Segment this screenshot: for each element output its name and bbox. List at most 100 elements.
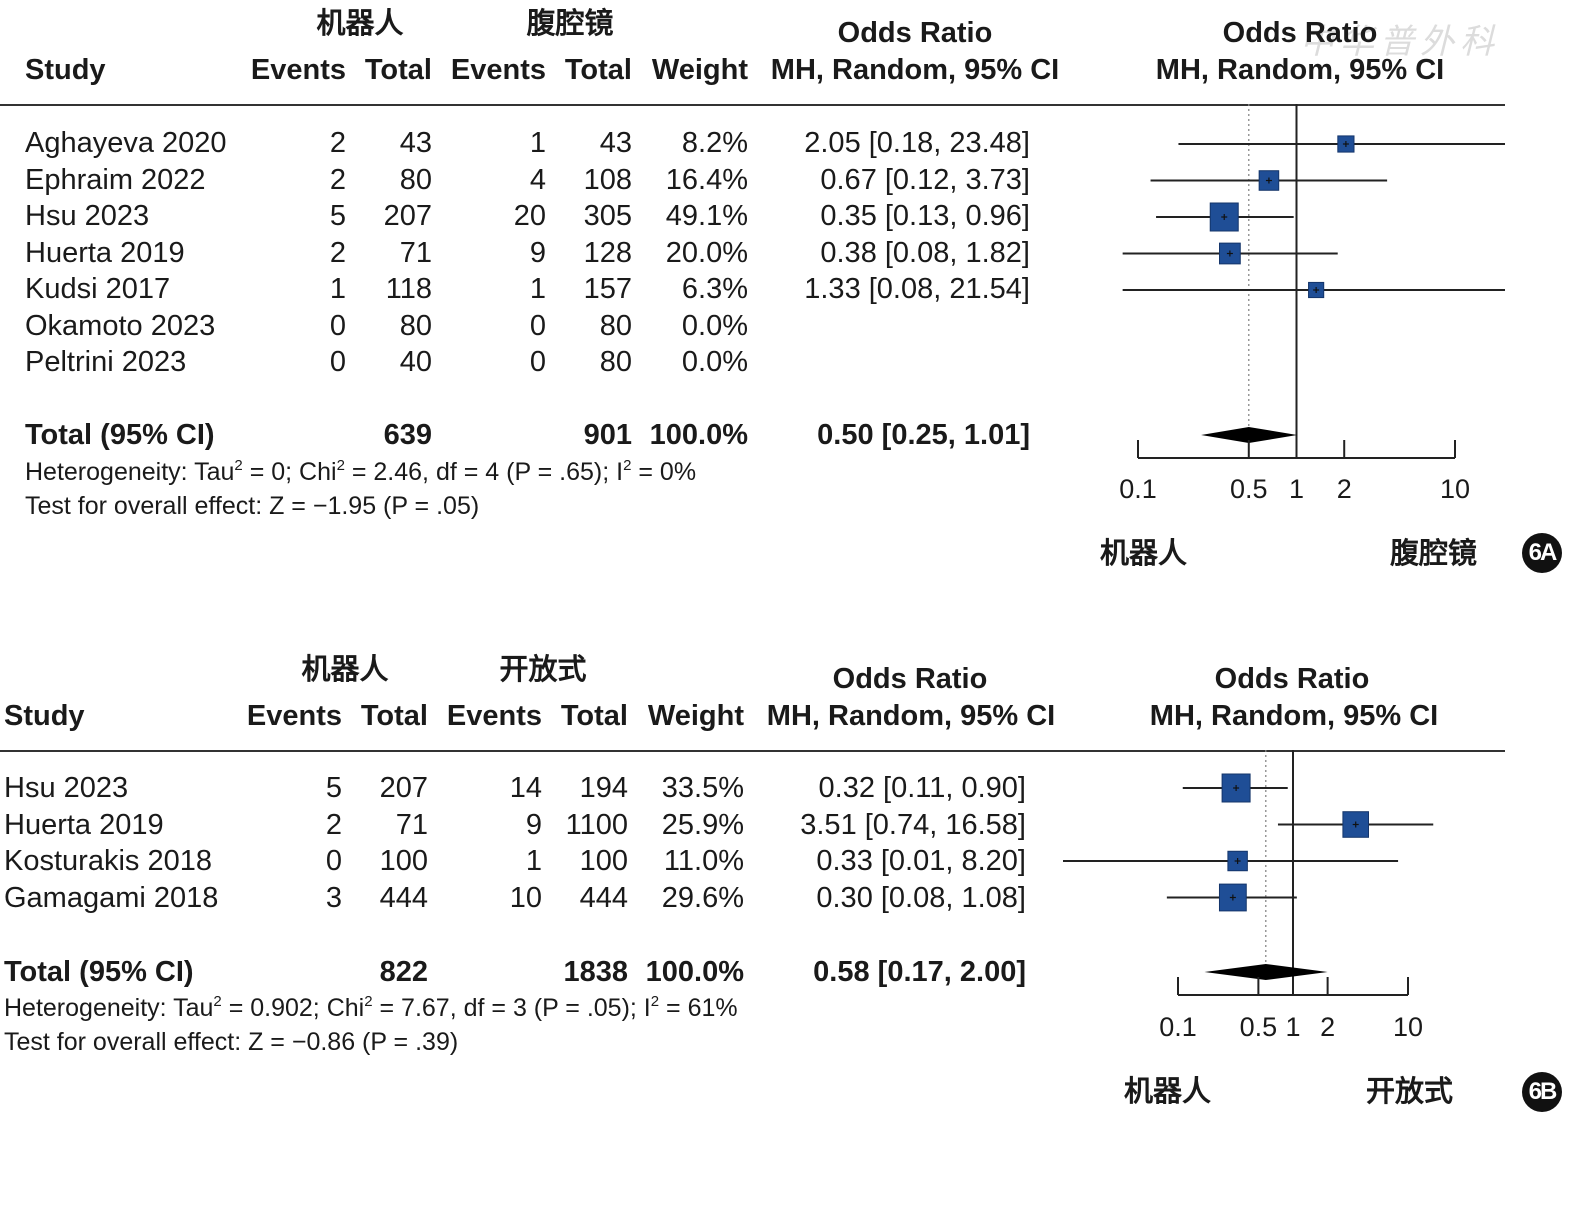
col-total-1: Total [364, 54, 432, 86]
col-total-1: Total [360, 700, 428, 732]
x-tick-label: 2 [1337, 474, 1352, 504]
x-tick-label: 0.5 [1240, 1012, 1278, 1042]
events-2-cell: 1 [525, 845, 542, 877]
total-label: Total (95% CI) [25, 419, 215, 451]
plot-or-title: Odds Ratio [1214, 663, 1370, 695]
total-1-cell: 100 [379, 845, 428, 877]
forest-plot-6b: 0.1 0.5 1 2 10 [1063, 750, 1434, 1042]
col-total-2: Total [564, 54, 632, 86]
heterogeneity-text: Heterogeneity: Tau2 = 0.902; Chi2 = 7.67… [4, 993, 738, 1022]
total-1-cell: 207 [383, 200, 432, 232]
study-name: Huerta 2019 [4, 808, 164, 841]
events-2-cell: 20 [513, 200, 546, 232]
total-2-cell: 108 [583, 163, 632, 196]
total-ci: 0.58 [0.17, 2.00] [813, 956, 1026, 988]
total-1-cell: 118 [385, 273, 432, 305]
total-n2: 901 [583, 419, 632, 451]
forest-panel-6a: 机器人 腹腔镜 Odds Ratio Odds Ratio Study Even… [0, 0, 1584, 573]
total-2-cell: 1100 [565, 808, 628, 841]
header-rule [0, 750, 1505, 752]
total-2-cell: 444 [579, 881, 628, 914]
weight-cell: 8.2% [681, 127, 748, 159]
weight-cell: 29.6% [661, 881, 744, 914]
x-tick-label: 0.5 [1230, 474, 1268, 504]
x-tick-label: 1 [1289, 474, 1304, 504]
total-weight: 100.0% [645, 956, 744, 988]
total-2-cell: 100 [579, 845, 628, 877]
total-1-cell: 40 [399, 346, 432, 378]
x-tick-label: 2 [1320, 1012, 1335, 1042]
weight-cell: 49.1% [665, 200, 748, 232]
col-study: Study [25, 54, 106, 86]
total-1-cell: 43 [399, 127, 432, 159]
pooled-diamond [1204, 964, 1328, 980]
watermark: 中华普外科 [1300, 22, 1500, 62]
favours-left: 机器人 [1100, 536, 1188, 570]
study-name: Kudsi 2017 [25, 273, 171, 305]
x-tick-label: 0.1 [1159, 1012, 1197, 1042]
col-events-2: Events [446, 700, 542, 732]
total-label: Total (95% CI) [4, 956, 194, 988]
total-2-cell: 80 [599, 309, 632, 342]
x-tick-label: 10 [1393, 1012, 1423, 1042]
events-1-cell: 0 [325, 845, 342, 877]
study-name: Hsu 2023 [4, 772, 129, 804]
plot-or-title: Odds Ratio [1222, 17, 1378, 49]
study-name: Kosturakis 2018 [4, 845, 212, 877]
col-weight: Weight [647, 700, 744, 732]
total-1-cell: 71 [395, 808, 428, 841]
col-weight: Weight [651, 54, 748, 86]
or-title-header: Odds Ratio [837, 17, 993, 49]
events-2-cell: 0 [529, 346, 546, 378]
overall-effect-text: Test for overall effect: Z = −1.95 (P = … [25, 492, 480, 520]
overall-effect-text: Test for overall effect: Z = −0.86 (P = … [4, 1028, 459, 1056]
weight-cell: 0.0% [681, 309, 748, 342]
weight-cell: 25.9% [661, 808, 744, 841]
col-events-1: Events [246, 700, 342, 732]
total-2-cell: 80 [599, 346, 632, 378]
favours-right: 开放式 [1366, 1074, 1454, 1108]
col-or-method: MH, Random, 95% CI [770, 54, 1060, 86]
or-ci-cell: 0.38 [0.08, 1.82] [820, 236, 1030, 269]
total-2-cell: 157 [583, 273, 632, 305]
or-ci-cell: 1.33 [0.08, 21.54] [804, 273, 1030, 305]
events-1-cell: 5 [329, 200, 346, 232]
plot-or-method: MH, Random, 95% CI [1155, 54, 1445, 86]
weight-cell: 20.0% [665, 236, 748, 269]
events-1-cell: 3 [325, 881, 342, 914]
study-name: Okamoto 2023 [25, 309, 216, 342]
total-2-cell: 43 [599, 127, 632, 159]
total-n1: 639 [383, 419, 432, 451]
study-point-marker [1209, 202, 1239, 232]
total-1-cell: 80 [399, 309, 432, 342]
study-name: Huerta 2019 [25, 236, 185, 269]
events-2-cell: 9 [525, 808, 542, 841]
group1-header: 机器人 [301, 652, 389, 686]
weight-cell: 16.4% [665, 163, 748, 196]
total-2-cell: 305 [583, 200, 632, 232]
study-name: Ephraim 2022 [25, 163, 206, 196]
heterogeneity-text: Heterogeneity: Tau2 = 0; Chi2 = 2.46, df… [25, 457, 697, 486]
or-ci-cell: 0.30 [0.08, 1.08] [816, 881, 1026, 914]
group2-header: 腹腔镜 [526, 6, 614, 40]
pooled-diamond [1201, 427, 1298, 443]
events-1-cell: 2 [325, 808, 342, 841]
or-ci-cell: 2.05 [0.18, 23.48] [804, 127, 1030, 159]
header-rule [0, 104, 1505, 106]
events-1-cell: 2 [329, 127, 346, 159]
or-ci-cell: 3.51 [0.74, 16.58] [800, 808, 1026, 841]
favours-left: 机器人 [1124, 1074, 1212, 1108]
x-tick-label: 1 [1285, 1012, 1300, 1042]
x-tick-label: 10 [1440, 474, 1470, 504]
total-1-cell: 71 [399, 236, 432, 269]
col-study: Study [4, 700, 85, 732]
total-ci: 0.50 [0.25, 1.01] [817, 419, 1030, 451]
events-1-cell: 5 [325, 772, 342, 804]
weight-cell: 11.0% [663, 845, 744, 877]
forest-plot-6a: 0.1 0.5 1 2 10 [1119, 104, 1505, 504]
weight-cell: 33.5% [661, 772, 744, 804]
panel-badge-6b: 6B [1522, 1072, 1562, 1112]
total-weight: 100.0% [649, 419, 748, 451]
weight-cell: 6.3% [681, 273, 748, 305]
events-2-cell: 10 [509, 881, 542, 914]
